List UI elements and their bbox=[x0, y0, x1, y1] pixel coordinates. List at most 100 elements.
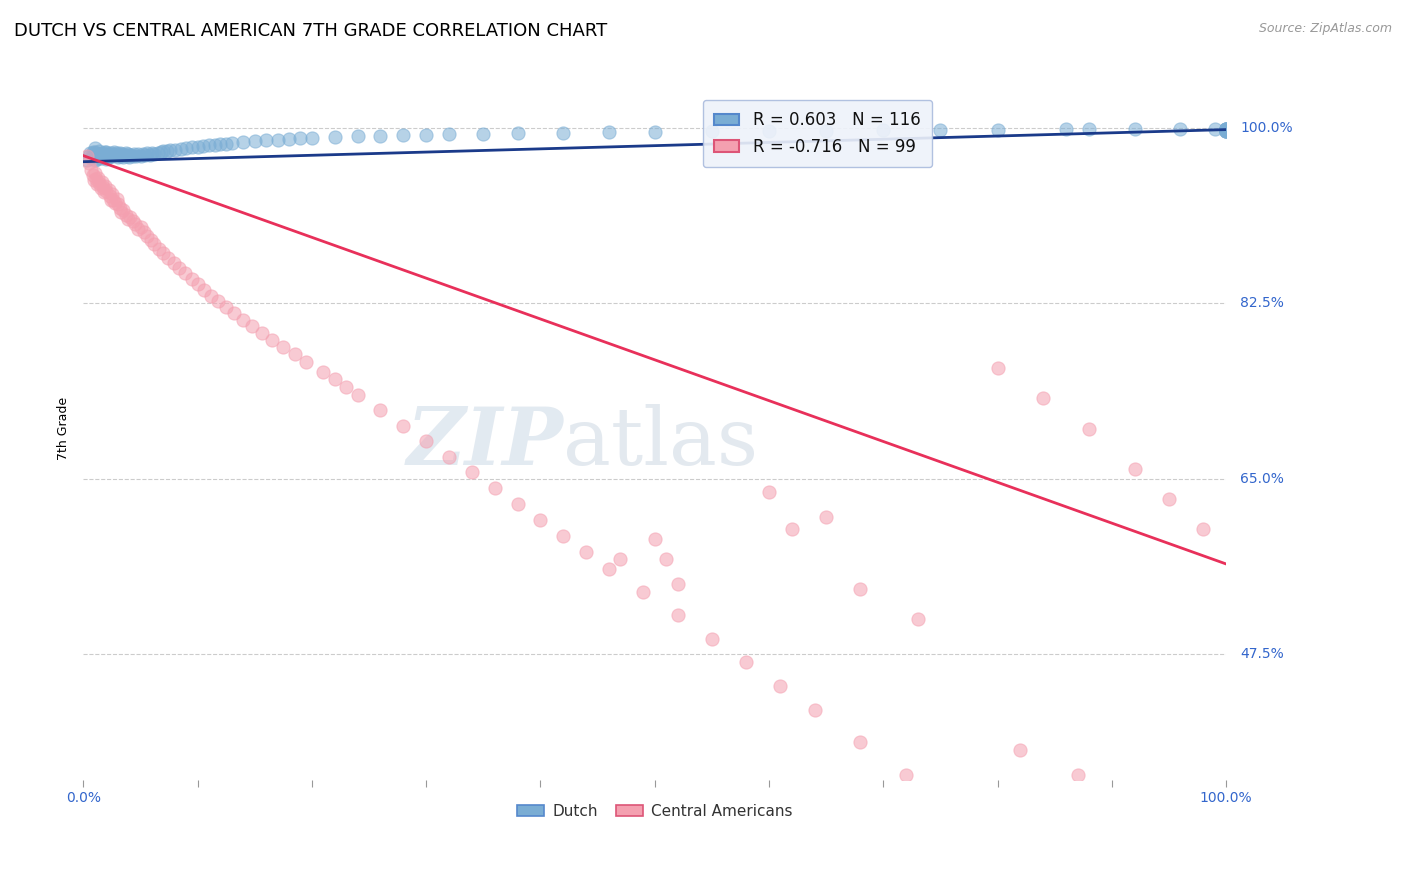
Point bbox=[198, 137, 221, 152]
Point bbox=[986, 361, 1008, 376]
Point bbox=[120, 210, 142, 224]
Point bbox=[1215, 122, 1237, 136]
Point bbox=[150, 145, 173, 159]
Point bbox=[758, 484, 780, 499]
Point bbox=[76, 149, 98, 163]
Point bbox=[181, 139, 204, 153]
Point bbox=[1204, 121, 1226, 136]
Point bbox=[87, 170, 110, 185]
Point bbox=[83, 149, 105, 163]
Point bbox=[1215, 123, 1237, 137]
Point bbox=[134, 147, 156, 161]
Point bbox=[90, 149, 112, 163]
Point bbox=[83, 153, 105, 167]
Point bbox=[260, 333, 283, 347]
Point bbox=[111, 146, 134, 161]
Point bbox=[83, 173, 105, 187]
Point bbox=[136, 145, 159, 160]
Point bbox=[138, 147, 160, 161]
Point bbox=[156, 144, 179, 158]
Point bbox=[735, 655, 758, 669]
Point bbox=[89, 146, 111, 161]
Point bbox=[107, 150, 129, 164]
Point bbox=[894, 767, 917, 781]
Point bbox=[110, 205, 132, 219]
Point bbox=[132, 146, 155, 161]
Point bbox=[121, 214, 143, 228]
Point bbox=[124, 217, 146, 231]
Point bbox=[125, 149, 148, 163]
Point bbox=[553, 126, 575, 140]
Point bbox=[94, 145, 117, 159]
Point bbox=[82, 168, 104, 182]
Point bbox=[1215, 121, 1237, 136]
Point bbox=[101, 186, 124, 201]
Point bbox=[278, 131, 301, 145]
Point bbox=[83, 146, 105, 161]
Point bbox=[215, 136, 238, 151]
Point bbox=[598, 125, 620, 139]
Point bbox=[169, 260, 191, 275]
Point bbox=[849, 582, 872, 596]
Point bbox=[644, 125, 666, 139]
Point bbox=[472, 127, 495, 141]
Point bbox=[392, 128, 415, 142]
Point bbox=[148, 242, 170, 256]
Point bbox=[700, 123, 723, 137]
Point bbox=[1215, 123, 1237, 137]
Point bbox=[815, 509, 838, 524]
Point bbox=[1215, 121, 1237, 136]
Text: 100.0%: 100.0% bbox=[1240, 120, 1292, 135]
Point bbox=[104, 147, 127, 161]
Point bbox=[633, 585, 655, 599]
Point bbox=[1032, 392, 1054, 406]
Point bbox=[221, 136, 243, 150]
Point bbox=[108, 145, 131, 160]
Point bbox=[76, 153, 98, 167]
Point bbox=[117, 146, 139, 161]
Point bbox=[152, 246, 174, 260]
Point bbox=[553, 529, 575, 543]
Point bbox=[232, 313, 254, 327]
Point bbox=[461, 465, 484, 479]
Text: Source: ZipAtlas.com: Source: ZipAtlas.com bbox=[1258, 22, 1392, 36]
Point bbox=[815, 123, 838, 137]
Point bbox=[193, 138, 215, 153]
Point bbox=[89, 176, 111, 190]
Point bbox=[415, 434, 437, 448]
Point bbox=[1054, 121, 1077, 136]
Point bbox=[105, 192, 128, 206]
Point bbox=[250, 326, 273, 341]
Point bbox=[758, 123, 780, 137]
Point bbox=[295, 355, 318, 369]
Point bbox=[82, 145, 104, 159]
Point bbox=[644, 532, 666, 546]
Point bbox=[129, 149, 152, 163]
Point bbox=[143, 146, 166, 161]
Point bbox=[575, 545, 598, 559]
Point bbox=[83, 145, 105, 159]
Point bbox=[91, 145, 114, 160]
Point bbox=[132, 225, 155, 239]
Text: DUTCH VS CENTRAL AMERICAN 7TH GRADE CORRELATION CHART: DUTCH VS CENTRAL AMERICAN 7TH GRADE CORR… bbox=[14, 22, 607, 40]
Point bbox=[89, 151, 111, 165]
Point bbox=[118, 150, 141, 164]
Point bbox=[174, 141, 197, 155]
Point bbox=[89, 181, 111, 195]
Point bbox=[79, 145, 101, 160]
Point bbox=[346, 128, 368, 143]
Point bbox=[1123, 121, 1146, 136]
Point bbox=[107, 197, 129, 211]
Point bbox=[204, 137, 226, 152]
Point bbox=[101, 193, 124, 207]
Text: 47.5%: 47.5% bbox=[1240, 648, 1284, 661]
Point bbox=[769, 679, 792, 693]
Point bbox=[77, 155, 100, 169]
Point bbox=[108, 201, 131, 215]
Point bbox=[152, 144, 174, 158]
Point bbox=[96, 146, 118, 161]
Point bbox=[77, 149, 100, 163]
Point bbox=[107, 147, 129, 161]
Point bbox=[1192, 522, 1215, 536]
Point bbox=[93, 147, 115, 161]
